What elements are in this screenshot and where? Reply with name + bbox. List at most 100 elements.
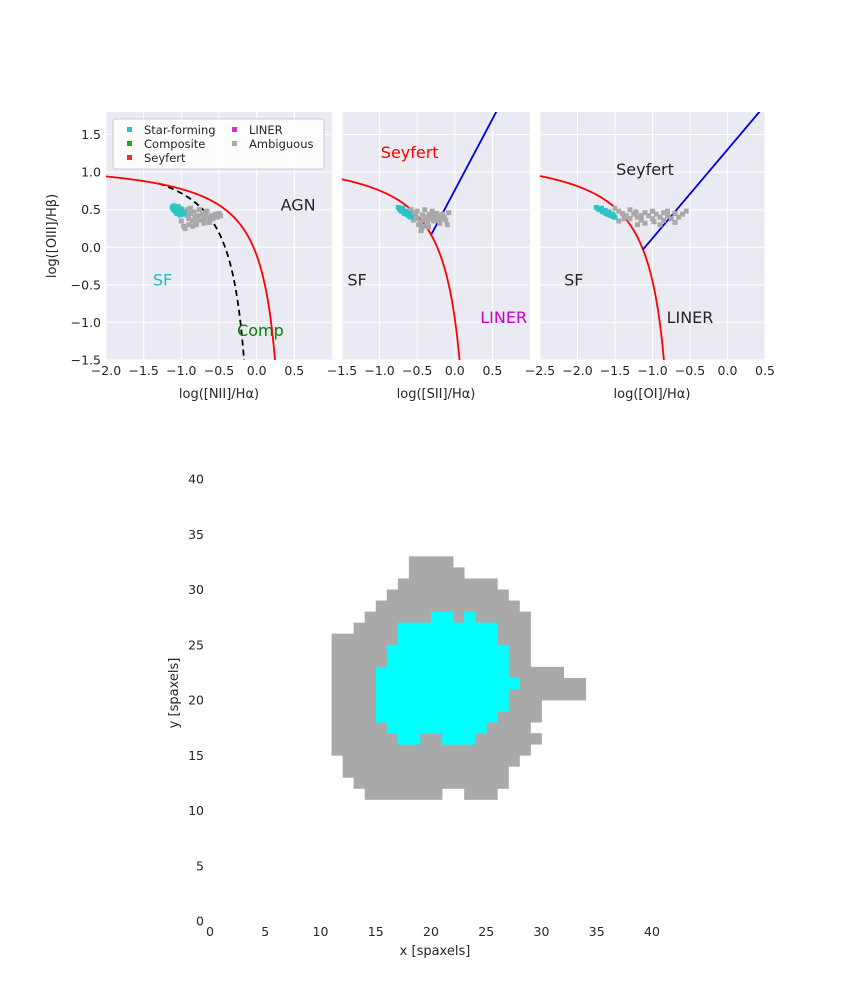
data-point (428, 216, 434, 222)
data-point (186, 222, 192, 228)
data-point (431, 218, 437, 224)
ambiguous-spaxel-row (375, 600, 520, 612)
region-label: Seyfert (616, 160, 674, 179)
x-tick-label: 30 (534, 924, 550, 939)
data-point (199, 211, 205, 217)
legend-label-seyfert: Seyfert (144, 151, 186, 165)
data-point (422, 217, 428, 223)
panel-nii-xlabel: log([NII]/Hα) (179, 387, 259, 402)
data-point (408, 207, 414, 213)
x-tick-label: −1.0 (364, 363, 394, 378)
x-tick-label: 0.5 (284, 363, 304, 378)
data-point (426, 211, 432, 217)
ambiguous-spaxel-row (386, 589, 509, 601)
data-point (401, 210, 407, 216)
data-point (186, 216, 192, 222)
panel-nii-region-labels: AGN SF Comp (153, 195, 316, 340)
data-point (616, 218, 622, 224)
ambiguous-spaxel-row (331, 744, 531, 756)
data-point (408, 214, 414, 220)
data-point (599, 205, 604, 211)
star-forming-spaxel-row (375, 677, 520, 690)
data-point (214, 214, 220, 220)
star-forming-spaxel-row (397, 733, 421, 745)
data-point (435, 217, 441, 223)
legend-label-liner: LINER (249, 123, 283, 137)
data-point (197, 217, 203, 223)
star-forming-spaxel-row (375, 700, 509, 712)
y-tick-label: −1.5 (71, 353, 101, 368)
data-point (683, 208, 689, 214)
data-point (417, 219, 423, 225)
data-point (204, 208, 210, 214)
data-point (175, 204, 181, 210)
y-tick-label: −0.5 (71, 277, 101, 292)
panel-oi-xlabel: log([OI]/Hα) (614, 387, 691, 402)
x-tick-label: 0.0 (718, 363, 738, 378)
data-point (657, 214, 663, 220)
panel-oi-points (593, 204, 689, 228)
region-label: Comp (237, 321, 284, 340)
data-point (413, 213, 419, 219)
ambiguous-spaxel-row (364, 788, 443, 800)
data-point (672, 219, 678, 225)
data-point (410, 210, 416, 216)
x-tick-label: 20 (423, 924, 439, 939)
ambiguous-spaxel-row (342, 755, 520, 767)
data-point (190, 223, 196, 229)
data-point (400, 205, 406, 211)
data-point (638, 217, 644, 223)
star-forming-spaxel-row (386, 722, 487, 734)
y-tick-label: 5 (196, 858, 204, 873)
star-forming-spaxel-row (386, 644, 509, 657)
panel-sii-grid (341, 112, 530, 361)
legend: Star-forming Composite Seyfert LINER Amb… (112, 118, 325, 170)
data-point (418, 228, 424, 234)
x-tick-label: 0 (206, 924, 214, 939)
seyfert-liner-line-sii (430, 112, 498, 235)
data-point (208, 213, 214, 219)
x-tick-label: −1.5 (327, 363, 357, 378)
data-point (178, 218, 184, 224)
legend-label-composite: Composite (144, 137, 205, 151)
x-tick-label: 0.0 (445, 363, 465, 378)
y-tick-label: 40 (188, 472, 204, 487)
legend-label-star-forming: Star-forming (144, 123, 216, 137)
data-point (196, 207, 202, 213)
data-point (612, 214, 618, 220)
seyfert-liner-line-oi (642, 112, 761, 251)
region-label: SF (564, 271, 583, 290)
data-point (181, 210, 187, 216)
data-point (192, 214, 198, 220)
region-label: LINER (667, 308, 714, 327)
data-point (650, 216, 655, 222)
data-point (437, 213, 443, 219)
panel-oi-grid (539, 112, 766, 361)
data-point (170, 206, 176, 212)
x-tick-label: 25 (478, 924, 494, 939)
x-tick-label: −1.5 (128, 363, 158, 378)
spaxel-map-ylabel: y [spaxels] (167, 658, 182, 729)
x-tick-label: 40 (644, 924, 660, 939)
data-point (429, 213, 435, 219)
panel-oi-x-ticks: −2.5 −2.0 −1.5 −1.0 −0.5 0.0 0.5 (525, 363, 775, 378)
legend-box (112, 118, 325, 170)
data-point (651, 219, 657, 225)
data-point (414, 216, 420, 222)
data-point (621, 216, 627, 222)
data-point (406, 210, 412, 216)
data-point (642, 210, 648, 216)
x-tick-label: 15 (368, 924, 384, 939)
y-tick-label: 30 (188, 582, 204, 597)
data-point (422, 207, 428, 213)
x-tick-label: −2.0 (562, 363, 592, 378)
data-point (184, 213, 190, 219)
star-forming-spaxel-row (397, 622, 498, 635)
x-tick-label: −2.0 (91, 363, 121, 378)
data-point (665, 213, 670, 219)
x-tick-label: 0.0 (247, 363, 267, 378)
data-point (665, 208, 670, 214)
data-point (438, 216, 444, 222)
